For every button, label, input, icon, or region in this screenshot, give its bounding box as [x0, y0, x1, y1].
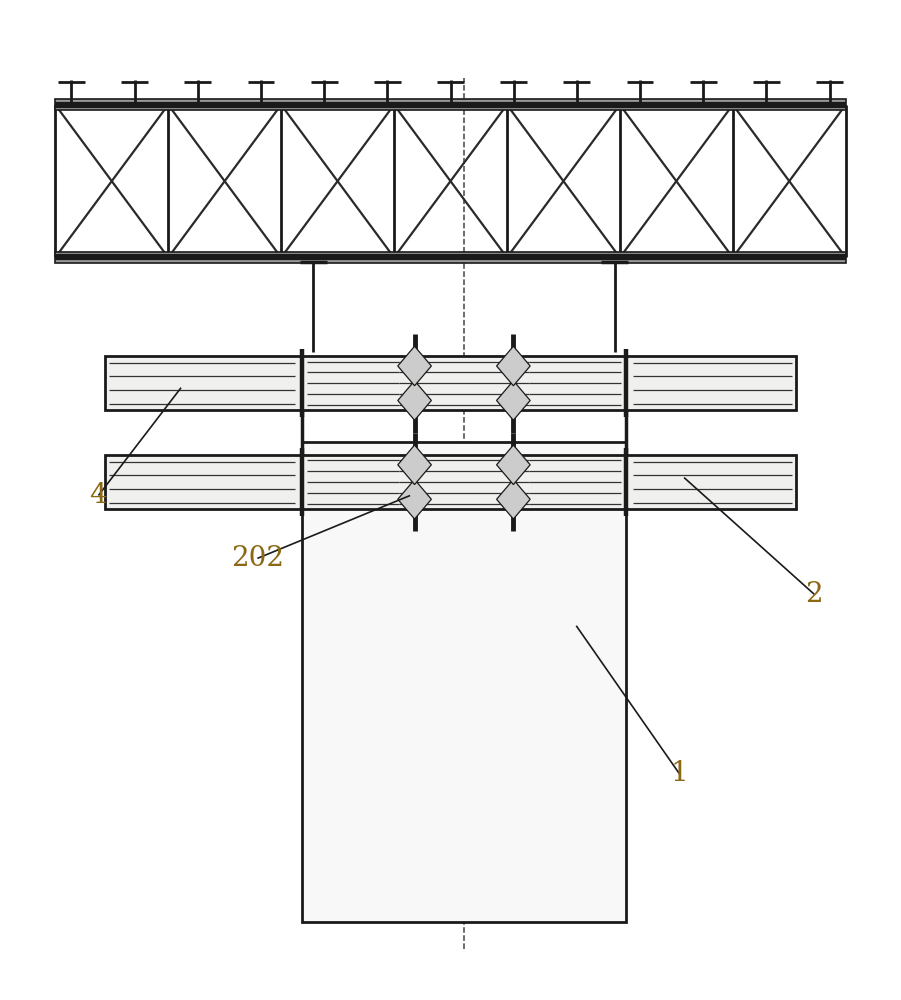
- Bar: [303, 442, 625, 922]
- Text: 4: 4: [89, 482, 107, 509]
- Polygon shape: [397, 346, 432, 386]
- Polygon shape: [496, 445, 530, 485]
- Polygon shape: [496, 381, 530, 420]
- Text: 2: 2: [805, 581, 824, 608]
- Text: 202: 202: [231, 545, 284, 572]
- Bar: [55, 252, 846, 263]
- Text: 1: 1: [670, 760, 688, 787]
- Bar: [105, 356, 796, 410]
- Polygon shape: [397, 381, 432, 420]
- Polygon shape: [397, 445, 432, 485]
- Polygon shape: [496, 346, 530, 386]
- Bar: [55, 99, 846, 110]
- Polygon shape: [496, 480, 530, 519]
- Polygon shape: [397, 480, 432, 519]
- Bar: [105, 455, 796, 509]
